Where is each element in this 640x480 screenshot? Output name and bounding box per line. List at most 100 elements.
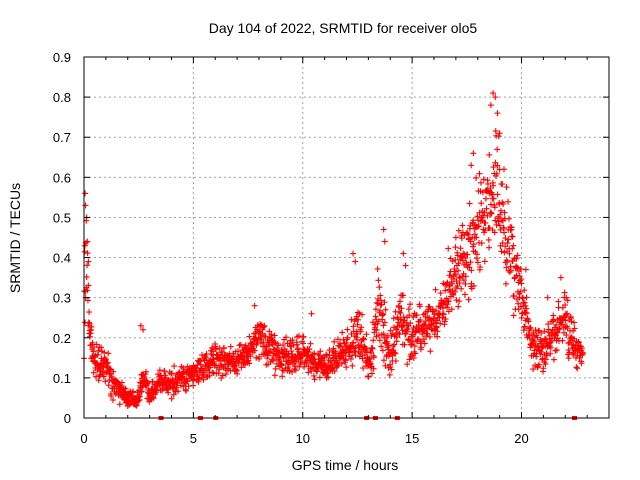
chart-title: Day 104 of 2022, SRMTID for receiver olo… [209, 20, 478, 36]
data-point [486, 225, 493, 232]
data-point [238, 364, 245, 371]
data-point [287, 343, 294, 350]
data-point [329, 348, 336, 355]
data-point [272, 365, 279, 372]
data-point [372, 313, 379, 320]
data-point [264, 355, 271, 362]
data-point [347, 356, 354, 363]
data-point [409, 333, 416, 340]
data-point [373, 299, 380, 306]
data-point [478, 240, 485, 247]
data-point [88, 323, 95, 330]
data-point [434, 333, 441, 340]
data-point [93, 373, 100, 380]
data-point [442, 315, 449, 322]
data-point [426, 303, 433, 310]
data-point [456, 280, 463, 287]
data-point [90, 348, 97, 355]
data-point [305, 369, 312, 376]
data-point [98, 344, 105, 351]
data-point [434, 328, 441, 335]
x-tick-label: 20 [514, 431, 528, 446]
data-point [376, 337, 383, 344]
data-point [357, 341, 364, 348]
data-point [535, 361, 542, 368]
data-point [90, 369, 97, 376]
data-point [268, 356, 275, 363]
data-point [380, 322, 387, 329]
data-point [554, 329, 561, 336]
data-point [440, 305, 447, 312]
data-point [174, 380, 181, 387]
data-point [564, 297, 571, 304]
data-point [464, 251, 471, 258]
data-point [503, 184, 510, 191]
data-point [474, 223, 481, 230]
data-point [553, 347, 560, 354]
data-point [278, 361, 285, 368]
data-point [413, 312, 420, 319]
data-point [407, 301, 414, 308]
data-point [468, 162, 475, 169]
data-point [219, 372, 226, 379]
data-point [270, 357, 277, 364]
data-point [455, 227, 462, 234]
data-point [459, 222, 466, 229]
data-point [343, 339, 350, 346]
data-point [348, 316, 355, 323]
data-point [262, 333, 269, 340]
data-point [94, 351, 101, 358]
data-point [263, 343, 270, 350]
data-point [359, 355, 366, 362]
data-point [510, 242, 517, 249]
data-point [276, 353, 283, 360]
data-point [470, 150, 477, 157]
data-point [482, 219, 489, 226]
data-point [514, 252, 521, 259]
data-point [474, 259, 481, 266]
data-point [424, 330, 431, 337]
data-point [121, 388, 128, 395]
data-point [89, 339, 96, 346]
data-point [525, 318, 532, 325]
data-point [566, 349, 573, 356]
data-point [200, 376, 207, 383]
data-point [522, 302, 529, 309]
data-point [316, 374, 323, 381]
data-point [523, 305, 530, 312]
data-point [161, 368, 168, 375]
data-point [532, 326, 539, 333]
data-point [534, 334, 541, 341]
data-point [467, 259, 474, 266]
data-point [406, 312, 413, 319]
data-point [491, 229, 498, 236]
data-point [396, 331, 403, 338]
data-point [486, 151, 493, 158]
data-point [376, 284, 383, 291]
data-point [85, 319, 92, 326]
data-point [578, 360, 585, 367]
data-point [513, 272, 520, 279]
data-point [84, 250, 91, 257]
data-point [412, 350, 419, 357]
data-point [190, 382, 197, 389]
data-point [81, 242, 88, 249]
data-point [138, 388, 145, 395]
data-point [515, 300, 522, 307]
data-point [233, 366, 240, 373]
data-point [363, 331, 370, 338]
data-point [452, 244, 459, 251]
data-point [478, 200, 485, 207]
data-point [344, 334, 351, 341]
data-point [110, 368, 117, 375]
data-point [256, 353, 263, 360]
data-point [488, 210, 495, 217]
data-point [497, 211, 504, 218]
data-point [397, 298, 404, 305]
data-point [462, 281, 469, 288]
data-point [499, 181, 506, 188]
data-point [360, 365, 367, 372]
data-point [370, 337, 377, 344]
data-point [241, 361, 248, 368]
data-point [209, 369, 216, 376]
